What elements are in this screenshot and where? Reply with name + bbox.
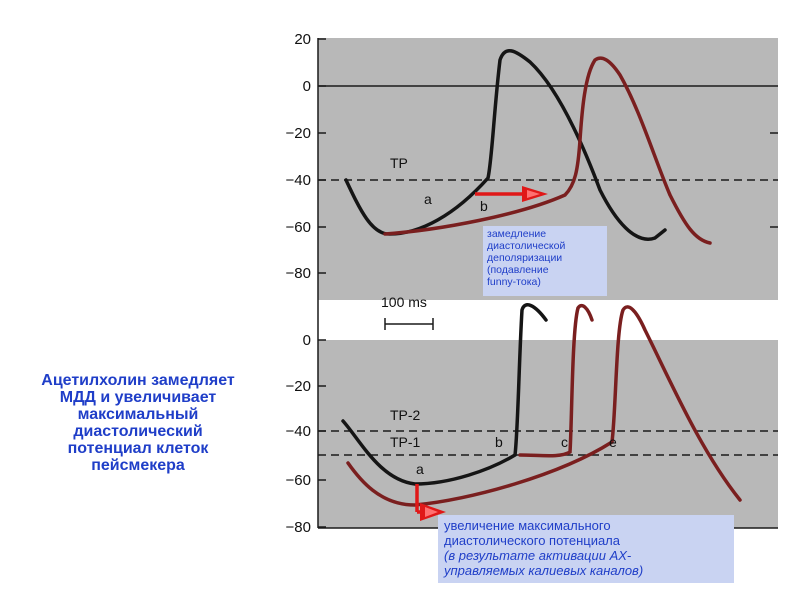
- caption: Ацетилхолин замедляет МДД и увеличивает …: [18, 372, 258, 474]
- top-y-ticks: [318, 38, 778, 274]
- top-y-tick-20: 20: [294, 31, 311, 48]
- bottom-red-arrow-icon: [415, 484, 446, 521]
- bottom-label-e: e: [609, 434, 617, 450]
- bottom-panel-background: [318, 340, 778, 528]
- caption-line: максимальный: [77, 406, 199, 423]
- caption-line: диастолический: [73, 423, 203, 440]
- top-red-arrow-icon: [475, 186, 548, 202]
- note-bottom-line: диастолического потенциала: [444, 533, 620, 548]
- scale-bar: [384, 318, 434, 330]
- top-y-tick-m60: −60: [286, 219, 311, 236]
- bottom-label-c: c: [561, 434, 568, 450]
- top-label-b: b: [480, 198, 488, 214]
- bottom-ach-trace-c: [518, 303, 594, 458]
- note-top-line: замедление: [487, 228, 547, 240]
- top-y-tick-m80: −80: [286, 265, 311, 282]
- note-top: замедление диастолической деполяризации …: [483, 226, 607, 296]
- top-ach-trace: [383, 56, 712, 245]
- bottom-y-tick-m40: −40: [286, 423, 311, 440]
- caption-line: потенциал клеток: [67, 440, 209, 457]
- top-y-tick-m40: −40: [286, 172, 311, 189]
- bottom-y-ticks: [318, 339, 326, 528]
- note-bottom-line: увеличение максимального: [444, 518, 611, 533]
- note-top-line: funny-тока): [487, 276, 541, 288]
- top-y-tick-0: 0: [303, 78, 311, 95]
- bottom-panel: 0 −20 −40 −60 −80 TP-2 TP-1 a b c e: [286, 300, 778, 536]
- top-label-a: a: [424, 191, 432, 207]
- top-y-tick-m20: −20: [286, 125, 311, 142]
- note-top-line: деполяризации: [487, 252, 563, 264]
- note-top-line: диастолической: [487, 240, 566, 252]
- top-threshold-label: TP: [390, 155, 408, 171]
- note-bottom-line: (в результате активации АХ-: [444, 548, 632, 563]
- bottom-control-trace: [341, 303, 548, 486]
- note-bottom-line: управляемых калиевых каналов): [444, 563, 644, 578]
- bottom-label-a: a: [416, 461, 424, 477]
- bottom-ach-trace: [346, 305, 742, 507]
- bottom-threshold1-label: TP-1: [390, 434, 421, 450]
- note-top-line: (подавление: [487, 264, 549, 276]
- bottom-threshold2-label: TP-2: [390, 407, 421, 423]
- note-bottom: увеличение максимального диастолического…: [438, 515, 734, 583]
- bottom-y-tick-m80: −80: [286, 519, 311, 536]
- bottom-y-tick-0: 0: [303, 332, 311, 349]
- bottom-label-b: b: [495, 434, 503, 450]
- bottom-y-tick-m60: −60: [286, 472, 311, 489]
- caption-line: пейсмекера: [91, 457, 185, 474]
- caption-line: Ацетилхолин замедляет: [41, 372, 235, 389]
- caption-line: МДД и увеличивает: [59, 389, 217, 406]
- bottom-y-tick-m20: −20: [286, 378, 311, 395]
- scale-bar-label: 100 ms: [381, 294, 427, 310]
